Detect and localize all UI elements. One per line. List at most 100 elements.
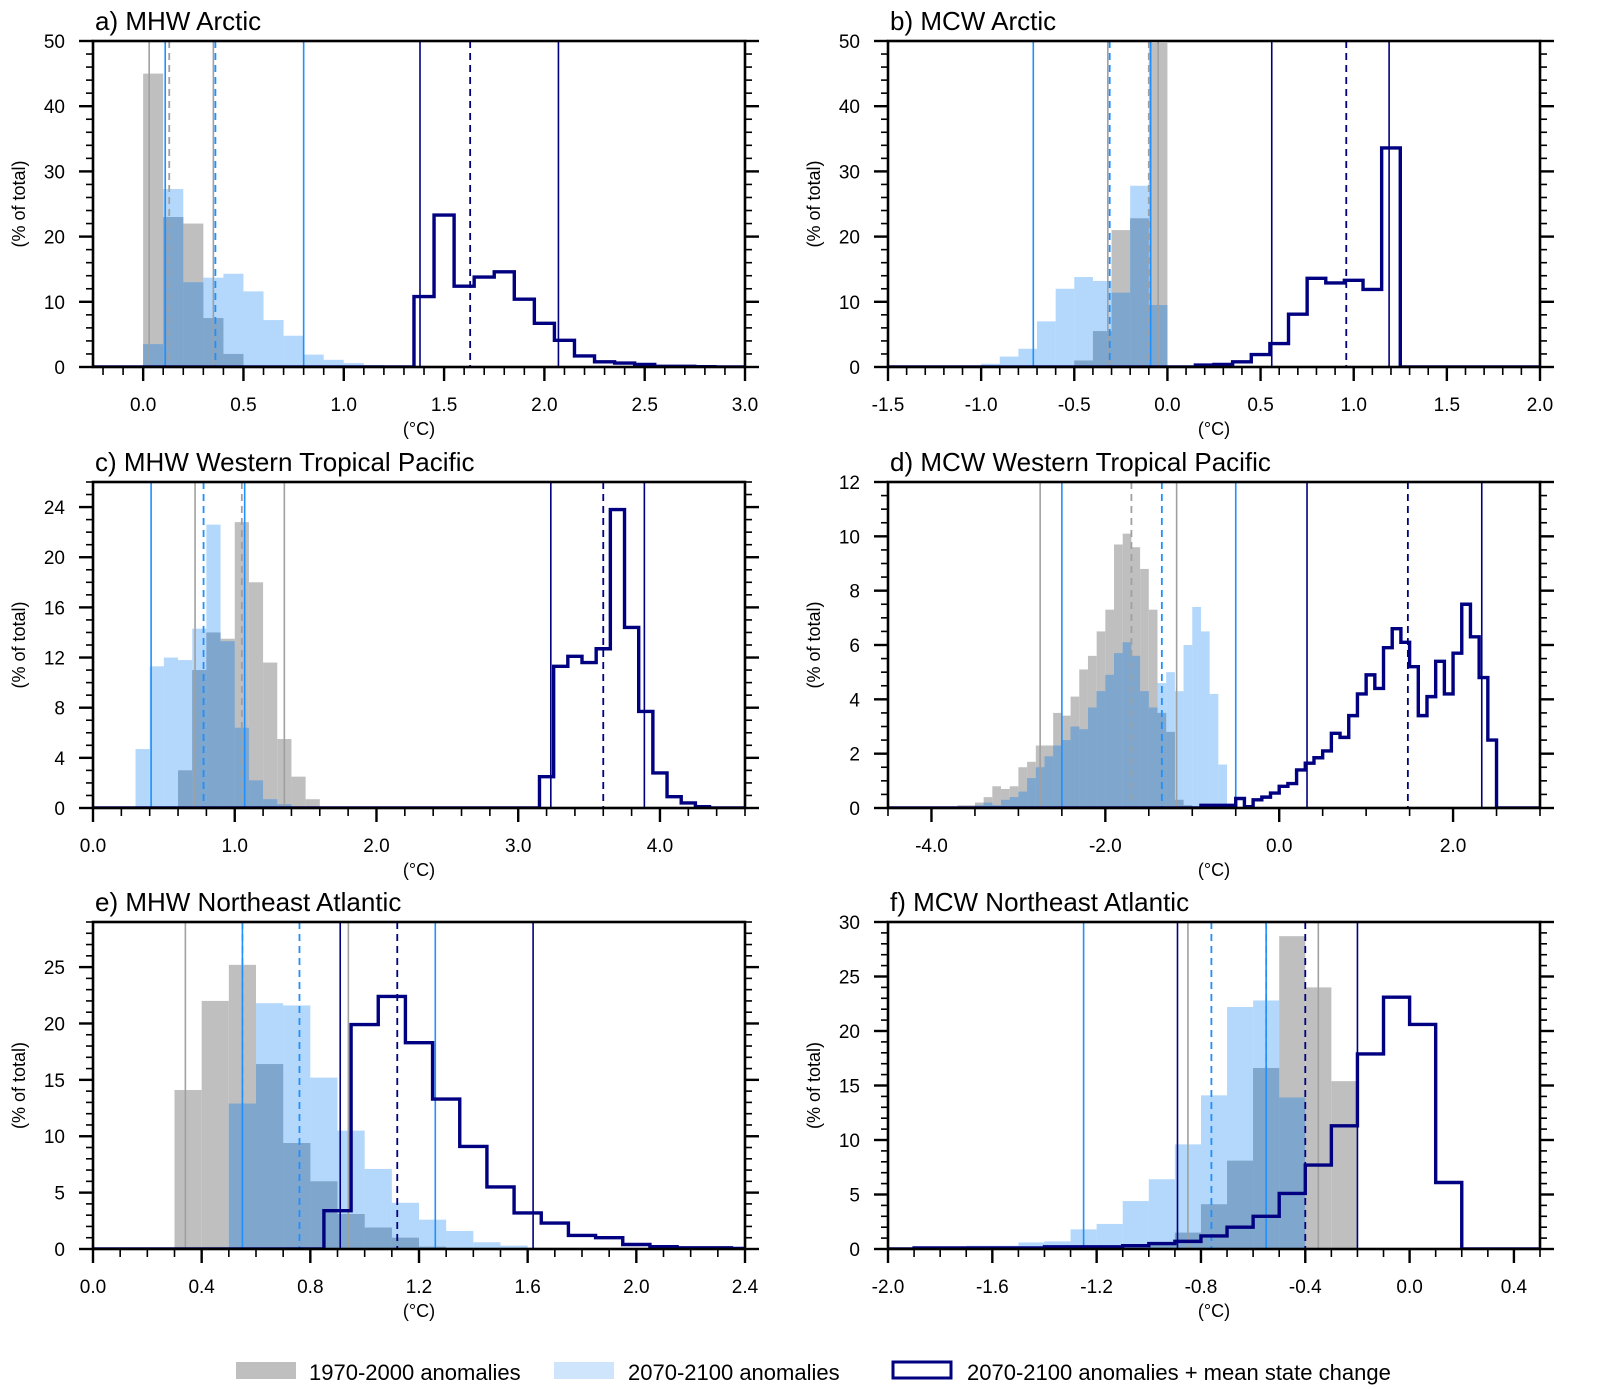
y-tick-label: 0 (54, 358, 65, 379)
x-tick-label: 0.0 (80, 836, 106, 857)
y-tick-label: 40 (839, 97, 860, 118)
bar-2070-2100 (1018, 348, 1038, 367)
bar-overlap (1131, 655, 1141, 808)
step-line-mean-state-change (888, 146, 1540, 367)
bar-2070-2100 (1122, 1201, 1149, 1249)
y-tick-label: 12 (44, 649, 65, 670)
x-tick-label: 0.5 (1247, 395, 1273, 416)
panel-title: f) MCW Northeast Atlantic (890, 887, 1189, 917)
y-axis-label: (% of total) (9, 160, 29, 247)
bar-overlap (1140, 691, 1149, 808)
bar-overlap (1074, 360, 1093, 367)
y-axis: 0 2 4 6 8 10 12 (% of total) (804, 473, 1554, 820)
bar-overlap (1114, 653, 1123, 808)
bar-overlap (1096, 691, 1106, 808)
x-tick-label: 2.5 (631, 395, 657, 416)
x-axis-label: (°C) (403, 1301, 435, 1321)
bar-1970-2000 (1001, 788, 1010, 808)
bar-2070-2100 (419, 1219, 447, 1249)
y-tick-label: 6 (849, 636, 860, 657)
x-tick-label: -1.5 (872, 395, 905, 416)
bar-overlap (1079, 729, 1088, 808)
bar-2070-2100 (243, 291, 264, 367)
bar-1970-2000 (992, 786, 1002, 808)
legend-swatch-1970-2000 (236, 1362, 296, 1379)
bar-2070-2100 (343, 363, 364, 367)
bar-overlap (1122, 642, 1132, 808)
bar-2070-2100 (473, 1242, 501, 1249)
x-axis-label: (°C) (1198, 1301, 1230, 1321)
y-tick-label: 16 (44, 598, 65, 619)
x-tick-label: 0.4 (1501, 1277, 1528, 1298)
y-tick-label: 4 (54, 749, 65, 770)
y-tick-label: 20 (44, 228, 65, 249)
y-tick-label: 20 (44, 1014, 65, 1035)
y-tick-label: 10 (839, 527, 860, 548)
y-tick-label: 30 (839, 162, 860, 183)
plot-area (93, 922, 745, 1249)
bar-2070-2100 (263, 320, 284, 367)
y-axis-label: (% of total) (9, 601, 29, 688)
bar-1970-2000 (143, 73, 164, 367)
y-tick-label: 8 (849, 582, 860, 603)
bar-overlap (1061, 740, 1071, 808)
y-axis-label: (% of total) (804, 160, 824, 247)
plot-area (888, 41, 1540, 367)
panel-title: b) MCW Arctic (890, 6, 1056, 36)
y-tick-label: 0 (849, 358, 860, 379)
bar-2070-2100 (1218, 764, 1228, 808)
y-axis: 0 10 20 30 40 50 (% of total) (804, 32, 1554, 379)
x-tick-label: -1.0 (965, 395, 998, 416)
bar-overlap (1018, 791, 1028, 808)
x-axis: -4.0 -2.0 0.0 2.0 (°C) (887, 808, 1541, 880)
x-axis: -2.0 -1.6 -1.2 -0.8 -0.4 0.0 0.4 (°C) (872, 1249, 1541, 1321)
x-tick-label: -0.5 (1058, 395, 1091, 416)
y-tick-label: 0 (849, 799, 860, 820)
bar-2070-2100 (283, 335, 304, 367)
x-tick-label: 0.4 (188, 1277, 215, 1298)
x-tick-label: -0.4 (1289, 1277, 1322, 1298)
x-axis-label: (°C) (403, 419, 435, 439)
bar-overlap (1009, 797, 1019, 808)
panel-title: e) MHW Northeast Atlantic (95, 887, 401, 917)
plot-frame (886, 39, 1542, 369)
x-tick-label: 2.0 (623, 1277, 649, 1298)
x-axis-label: (°C) (403, 860, 435, 880)
plot-area (93, 482, 745, 808)
bar-2070-2100 (500, 1245, 528, 1249)
y-tick-label: 15 (839, 1077, 860, 1098)
x-tick-label: 1.0 (1341, 395, 1367, 416)
y-axis: 0 10 20 30 40 50 (% of total) (9, 32, 759, 379)
y-tick-label: 0 (54, 1240, 65, 1261)
bar-2070-2100 (135, 749, 150, 808)
x-tick-label: 3.0 (732, 395, 758, 416)
x-tick-label: -2.0 (872, 1277, 905, 1298)
x-tick-label: 1.2 (406, 1277, 432, 1298)
bar-2070-2100 (303, 354, 324, 367)
panel-title: a) MHW Arctic (95, 6, 261, 36)
bar-2070-2100 (1037, 321, 1056, 367)
bar-overlap (283, 1143, 311, 1249)
bar-1970-2000 (201, 1000, 229, 1249)
bar-overlap (1166, 731, 1175, 808)
bar-2070-2100 (1200, 631, 1210, 808)
y-tick-label: 50 (839, 32, 860, 53)
bar-overlap (1148, 1243, 1175, 1249)
y-tick-label: 40 (44, 97, 65, 118)
bar-1970-2000 (1018, 767, 1028, 808)
bar-1970-2000 (1140, 568, 1149, 808)
x-tick-label: 3.0 (505, 836, 531, 857)
bar-1970-2000 (174, 1090, 202, 1249)
bar-overlap (1174, 799, 1184, 808)
bar-overlap (1200, 1204, 1228, 1249)
y-axis-label: (% of total) (804, 1042, 824, 1129)
bar-1970-2000 (1009, 786, 1019, 808)
y-axis: 0 5 10 15 20 25 30 (% of total) (804, 913, 1554, 1261)
bar-overlap (1111, 292, 1131, 367)
y-tick-label: 10 (839, 293, 860, 314)
x-axis: 0.0 0.5 1.0 1.5 2.0 2.5 3.0 (°C) (102, 367, 758, 439)
bar-1970-2000 (263, 662, 278, 808)
bar-2070-2100 (1074, 277, 1093, 367)
y-tick-label: 20 (44, 548, 65, 569)
